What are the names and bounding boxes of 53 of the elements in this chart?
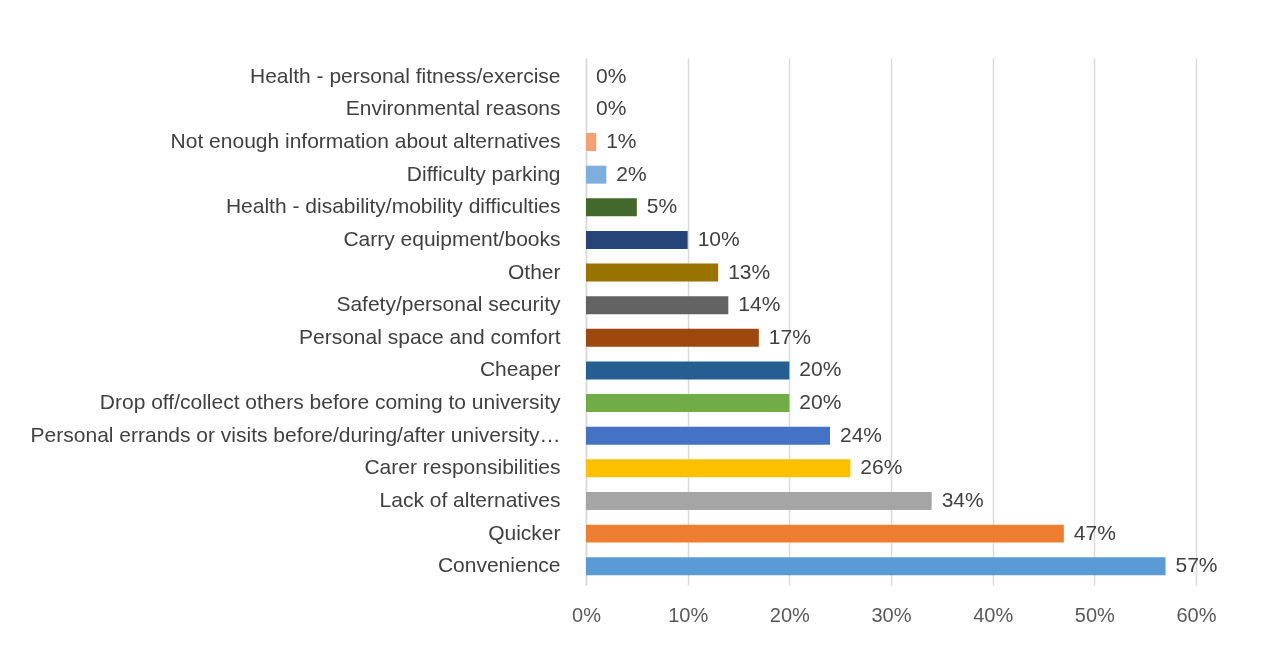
data-label: 57%	[1175, 553, 1218, 577]
data-label: 0%	[596, 96, 627, 120]
x-tick-label: 10%	[668, 603, 709, 626]
y-tick-label: Carer responsibilities	[364, 455, 561, 479]
y-tick-label: Carry equipment/books	[343, 226, 561, 250]
y-tick-label: Quicker	[488, 520, 561, 544]
data-label: 0%	[596, 63, 627, 87]
x-tick-label: 40%	[973, 603, 1014, 626]
y-tick-label: Cheaper	[479, 357, 561, 381]
data-label: 20%	[799, 357, 842, 381]
x-tick-label: 0%	[572, 603, 602, 626]
x-tick-label: 30%	[871, 603, 912, 626]
y-tick-label: Difficulty parking	[406, 161, 561, 185]
bar	[586, 426, 830, 445]
bar	[586, 459, 851, 478]
data-label: 34%	[941, 487, 984, 511]
data-label: 5%	[646, 194, 678, 218]
y-tick-label: Other	[507, 259, 561, 283]
bar	[586, 198, 637, 217]
data-label: 14%	[738, 292, 781, 316]
bar	[586, 394, 790, 413]
x-tick-label: 50%	[1074, 603, 1116, 626]
y-tick-label: Not enough information about alternatives	[170, 129, 561, 153]
y-tick-label: Lack of alternatives	[379, 487, 561, 511]
y-tick-label: Drop off/collect others before coming to university	[99, 390, 561, 414]
bar	[586, 133, 597, 151]
bar	[586, 361, 790, 380]
y-tick-label: Health - personal fitness/exercise	[250, 63, 561, 87]
data-label: 1%	[606, 129, 637, 153]
bar	[586, 296, 729, 315]
bar	[586, 492, 932, 510]
y-tick-label: Personal space and comfort	[299, 324, 561, 348]
data-label: 17%	[768, 324, 811, 348]
data-label: 20%	[799, 390, 842, 414]
data-label: 10%	[697, 226, 740, 250]
bar	[586, 524, 1064, 543]
y-tick-label: Safety/personal security	[336, 292, 561, 316]
y-tick-label: Environmental reasons	[345, 96, 561, 120]
data-label: 47%	[1073, 520, 1116, 544]
data-label: 24%	[840, 422, 883, 446]
y-tick-label: Health - disability/mobility difficulties	[225, 194, 561, 218]
y-tick-label: Convenience	[437, 553, 561, 577]
x-tick-label: 60%	[1176, 603, 1217, 626]
data-label: 2%	[616, 161, 647, 185]
data-label: 13%	[728, 259, 771, 283]
bar	[586, 165, 607, 184]
x-tick-label: 20%	[769, 603, 811, 626]
bar	[586, 263, 719, 282]
bar	[586, 557, 1166, 576]
y-tick-label: Personal errands or visits before/during/after university…	[30, 422, 561, 446]
bar	[586, 230, 688, 249]
data-label: 26%	[860, 455, 903, 479]
bar	[586, 328, 759, 347]
